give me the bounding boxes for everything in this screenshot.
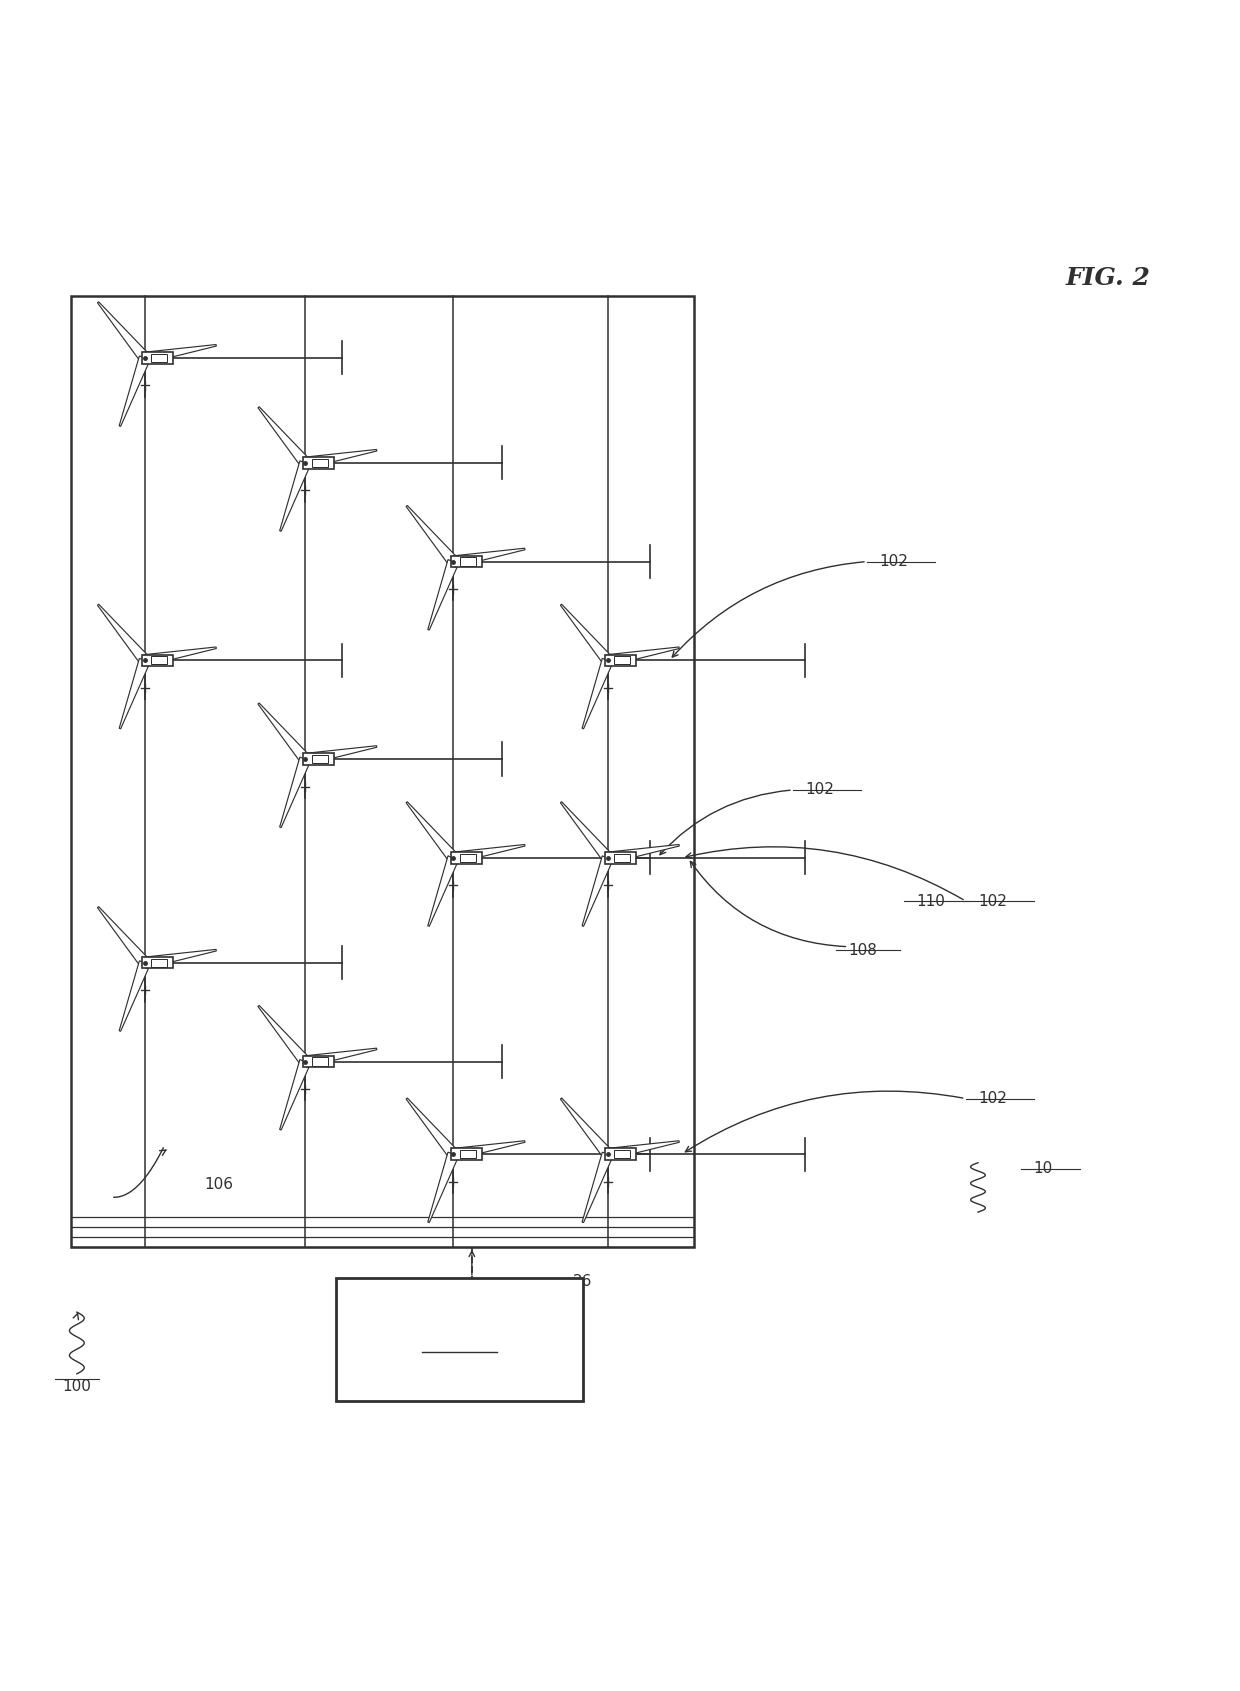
Bar	[460, 1150, 476, 1158]
Text: 110: 110	[916, 893, 945, 908]
Bar	[336, 1278, 583, 1402]
Text: FIG. 2: FIG. 2	[1065, 265, 1149, 289]
Bar	[605, 654, 636, 666]
Polygon shape	[304, 1048, 377, 1067]
Text: 104: 104	[443, 1321, 476, 1338]
Polygon shape	[98, 604, 149, 665]
Polygon shape	[258, 408, 310, 467]
Polygon shape	[144, 345, 216, 364]
Polygon shape	[280, 462, 310, 531]
Text: 106: 106	[205, 1177, 233, 1192]
Polygon shape	[428, 856, 459, 927]
Bar	[151, 656, 167, 665]
Polygon shape	[405, 1097, 458, 1158]
Bar	[460, 854, 476, 862]
Bar	[614, 656, 630, 665]
Bar	[312, 458, 327, 467]
Bar	[312, 754, 327, 763]
Polygon shape	[405, 802, 458, 861]
Bar	[143, 654, 174, 666]
Bar	[151, 959, 167, 967]
Bar	[451, 1148, 482, 1160]
Polygon shape	[428, 1152, 459, 1223]
Bar	[605, 852, 636, 864]
Text: 108: 108	[848, 944, 877, 957]
Polygon shape	[98, 301, 149, 362]
Polygon shape	[582, 658, 613, 729]
Polygon shape	[144, 949, 216, 969]
Text: 102: 102	[978, 1091, 1007, 1106]
Bar	[451, 556, 482, 566]
Polygon shape	[582, 856, 613, 927]
Polygon shape	[144, 648, 216, 666]
Polygon shape	[280, 758, 310, 827]
Bar	[143, 957, 174, 969]
Polygon shape	[280, 1060, 310, 1130]
Text: 100: 100	[62, 1378, 92, 1393]
Bar	[460, 558, 476, 566]
Bar	[151, 353, 167, 362]
Bar	[71, 296, 694, 1246]
Text: 102: 102	[879, 555, 908, 570]
Polygon shape	[606, 1141, 680, 1160]
Bar	[451, 852, 482, 864]
Bar	[303, 754, 334, 764]
Polygon shape	[606, 844, 680, 864]
Text: 102: 102	[805, 783, 835, 798]
Polygon shape	[453, 1141, 525, 1160]
Text: 26: 26	[573, 1273, 593, 1289]
Polygon shape	[119, 355, 150, 426]
Bar	[303, 457, 334, 468]
Polygon shape	[258, 703, 310, 763]
Polygon shape	[453, 548, 525, 566]
Polygon shape	[405, 506, 458, 565]
Bar	[312, 1057, 327, 1065]
Bar	[614, 1150, 630, 1158]
Polygon shape	[119, 658, 150, 729]
Text: 102: 102	[978, 893, 1007, 908]
Bar	[303, 1055, 334, 1067]
Bar	[143, 352, 174, 364]
Polygon shape	[304, 450, 377, 468]
Polygon shape	[606, 648, 680, 666]
Bar	[605, 1148, 636, 1160]
Polygon shape	[98, 906, 149, 967]
Polygon shape	[258, 1006, 310, 1065]
Bar	[614, 854, 630, 862]
Polygon shape	[560, 802, 613, 861]
Polygon shape	[428, 560, 459, 631]
Polygon shape	[119, 960, 150, 1032]
Polygon shape	[560, 604, 613, 665]
Text: 10: 10	[1033, 1162, 1053, 1177]
Polygon shape	[560, 1097, 613, 1158]
Polygon shape	[304, 746, 377, 764]
Polygon shape	[453, 844, 525, 864]
Polygon shape	[582, 1152, 613, 1223]
